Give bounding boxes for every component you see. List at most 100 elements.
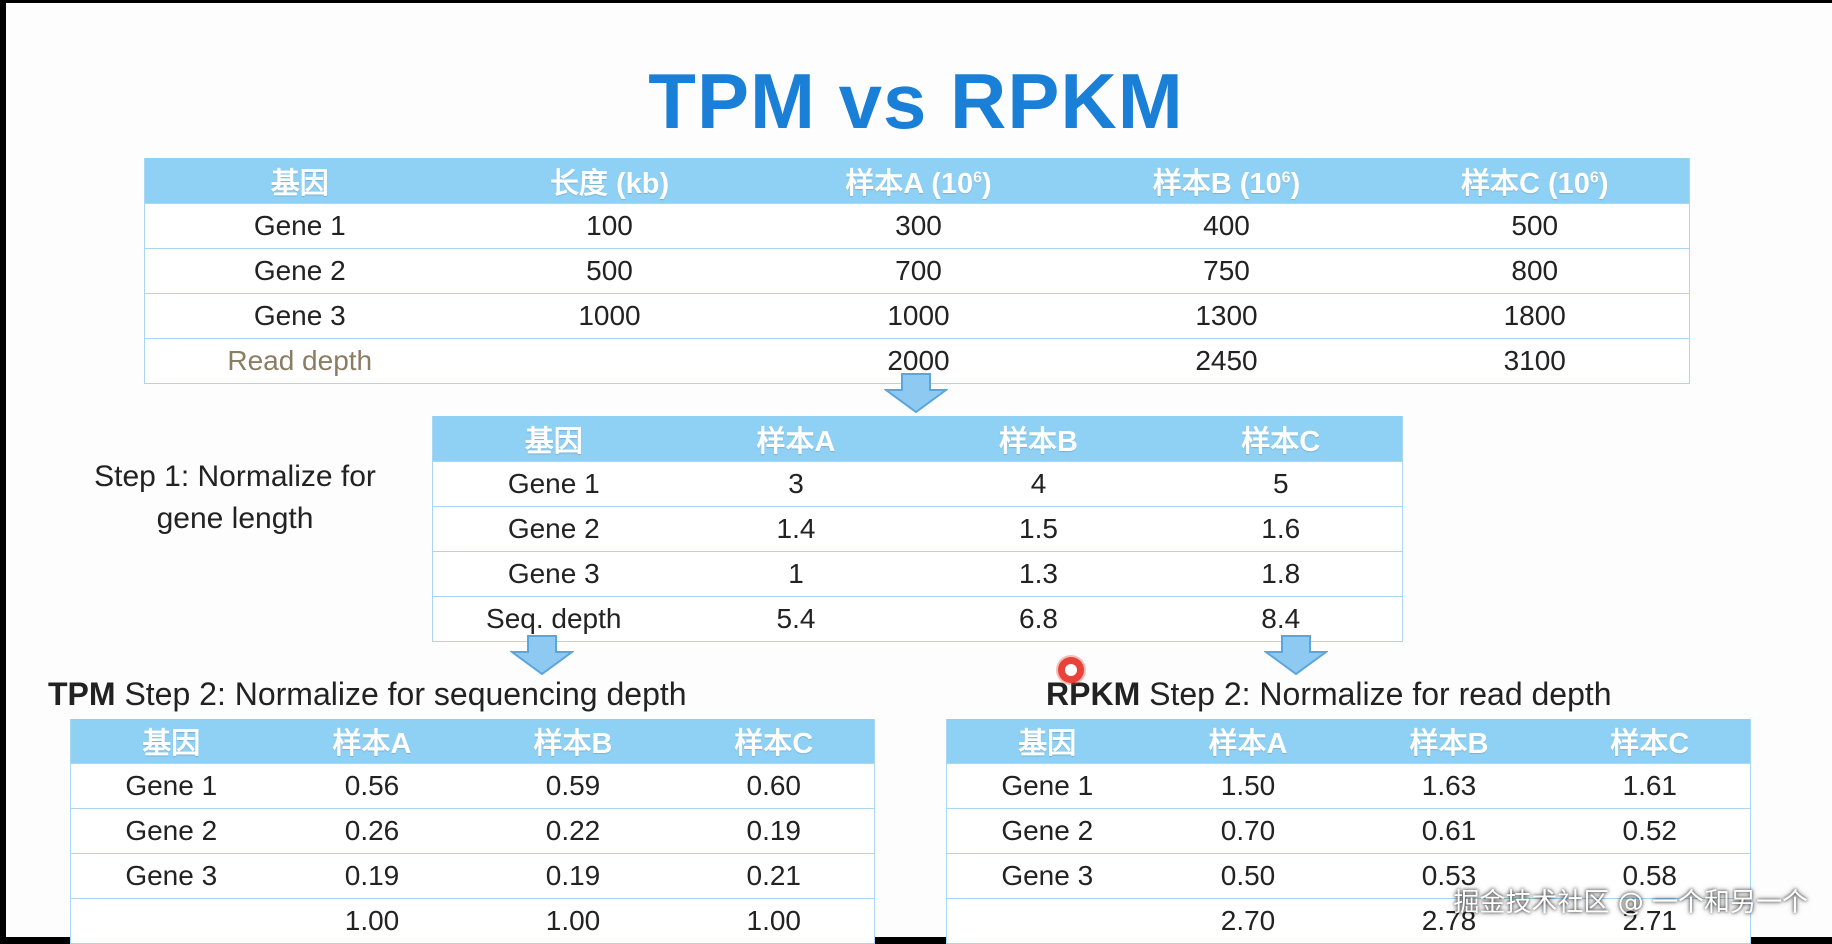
cell: 100 <box>454 203 765 249</box>
cell: 500 <box>454 248 765 294</box>
header-sample-a: 样本A <box>271 719 473 764</box>
header-gene: 基因 <box>432 416 675 462</box>
watermark: 掘金技术社区 @ 一个和另一个 <box>1453 888 1808 918</box>
table-header-row: 基因 样本A 样本B 样本C <box>432 416 1403 462</box>
table-row: Gene 1 0.56 0.59 0.60 <box>70 763 875 809</box>
cell: 0.53 <box>1348 853 1550 899</box>
header-sample-c: 样本C (106) <box>1380 158 1690 204</box>
read-depth-label: Read depth <box>144 338 455 384</box>
table-row: Gene 2 1.4 1.5 1.6 <box>432 506 1403 552</box>
table-row: Gene 3 1000 1000 1300 1800 <box>144 293 1690 339</box>
cell: Gene 3 <box>70 853 272 899</box>
cell: 3100 <box>1380 338 1690 384</box>
cell: 2.70 <box>1147 898 1349 944</box>
cell: 1300 <box>1072 293 1381 339</box>
slide-title: TPM vs RPKM <box>648 57 1184 145</box>
cell: 750 <box>1072 248 1381 294</box>
cell: 2450 <box>1072 338 1381 384</box>
cell: 0.19 <box>472 853 674 899</box>
cell: 0.58 <box>1549 853 1751 899</box>
table-row: Gene 2 0.26 0.22 0.19 <box>70 808 875 854</box>
cell: 0.61 <box>1348 808 1550 854</box>
tpm-heading-bold: TPM <box>48 676 116 712</box>
header-sample-b: 样本B <box>472 719 674 764</box>
cell: 1000 <box>764 293 1073 339</box>
rpkm-table: 基因 样本A 样本B 样本C Gene 1 1.50 1.63 1.61 Gen… <box>946 719 1751 944</box>
header-sample-c: 样本C <box>673 719 875 764</box>
step1-label-line2: gene length <box>156 502 314 535</box>
header-gene: 基因 <box>70 719 272 764</box>
rpkm-step2-heading: RPKM Step 2: Normalize for read depth <box>1046 676 1612 713</box>
header-sample-b: 样本B <box>917 416 1160 462</box>
cell: 0.56 <box>271 763 473 809</box>
table-header-row: 基因 长度 (kb) 样本A (106) 样本B (106) 样本C (106) <box>144 158 1690 204</box>
seq-depth-row: Seq. depth 5.4 6.8 8.4 <box>432 596 1403 642</box>
header-sample-a: 样本A <box>674 416 918 462</box>
cell: Gene 1 <box>144 203 455 249</box>
cell: 1.00 <box>673 898 875 944</box>
header-gene: 基因 <box>946 719 1148 764</box>
cell: Gene 3 <box>432 551 675 597</box>
header-gene: 基因 <box>144 158 455 204</box>
step1-length-normalized-table: 基因 样本A 样本B 样本C Gene 1 3 4 5 Gene 2 1.4 1… <box>432 416 1403 642</box>
cell: Gene 1 <box>70 763 272 809</box>
table-row: Gene 1 3 4 5 <box>432 461 1403 507</box>
tpm-heading-rest: Step 2: Normalize for sequencing depth <box>115 676 687 712</box>
cell: 0.22 <box>472 808 674 854</box>
cell: 1.5 <box>917 506 1160 552</box>
cell: 6.8 <box>917 596 1160 642</box>
cell: Gene 2 <box>70 808 272 854</box>
header-sample-b: 样本B (106) <box>1072 158 1381 204</box>
cell: Gene 2 <box>432 506 675 552</box>
step1-label: Step 1: Normalize for gene length <box>50 456 420 540</box>
table-header-row: 基因 样本A 样本B 样本C <box>70 719 875 764</box>
header-sample-a: 样本A <box>1147 719 1349 764</box>
down-arrow-icon <box>1264 635 1328 676</box>
cell: 700 <box>764 248 1073 294</box>
sum-row: 2.70 2.78 2.71 <box>946 898 1751 944</box>
table-row: Gene 1 1.50 1.63 1.61 <box>946 763 1751 809</box>
cell: 800 <box>1380 248 1690 294</box>
header-sample-b: 样本B <box>1348 719 1550 764</box>
table-row: Gene 2 0.70 0.61 0.52 <box>946 808 1751 854</box>
cell: 0.21 <box>673 853 875 899</box>
input-counts-table: 基因 长度 (kb) 样本A (106) 样本B (106) 样本C (106)… <box>144 158 1690 384</box>
cell: 300 <box>764 203 1073 249</box>
cell: 1.3 <box>917 551 1160 597</box>
sum-row: 1.00 1.00 1.00 <box>70 898 875 944</box>
tpm-step2-heading: TPM Step 2: Normalize for sequencing dep… <box>48 676 687 713</box>
cell: 8.4 <box>1159 596 1403 642</box>
cell: 400 <box>1072 203 1381 249</box>
cell: 1.4 <box>674 506 918 552</box>
rpkm-heading-rest: Step 2: Normalize for read depth <box>1140 676 1612 712</box>
down-arrow-icon <box>884 373 948 414</box>
cell: 1.00 <box>271 898 473 944</box>
cell: 0.19 <box>271 853 473 899</box>
cell: 1 <box>674 551 918 597</box>
cell: 0.52 <box>1549 808 1751 854</box>
tpm-table: 基因 样本A 样本B 样本C Gene 1 0.56 0.59 0.60 Gen… <box>70 719 875 944</box>
cell <box>454 338 765 384</box>
table-header-row: 基因 样本A 样本B 样本C <box>946 719 1751 764</box>
cell: Gene 2 <box>946 808 1148 854</box>
cell: 0.50 <box>1147 853 1349 899</box>
cell: Gene 3 <box>946 853 1148 899</box>
laser-pointer-icon <box>1058 657 1084 683</box>
cell <box>946 898 1148 944</box>
cell: 2.78 <box>1348 898 1550 944</box>
cell: 3 <box>674 461 918 507</box>
rpkm-heading-bold: RPKM <box>1046 676 1141 712</box>
cell: 0.19 <box>673 808 875 854</box>
seq-depth-label: Seq. depth <box>432 596 675 642</box>
header-sample-a: 样本A (106) <box>764 158 1073 204</box>
table-row: Gene 3 0.19 0.19 0.21 <box>70 853 875 899</box>
cell: Gene 2 <box>144 248 455 294</box>
cell: 1.6 <box>1159 506 1403 552</box>
cell: 5 <box>1159 461 1403 507</box>
cell: Gene 1 <box>432 461 675 507</box>
table-row: Gene 1 100 300 400 500 <box>144 203 1690 249</box>
table-row: Gene 2 500 700 750 800 <box>144 248 1690 294</box>
cell: 5.4 <box>674 596 918 642</box>
cell: 2.71 <box>1549 898 1751 944</box>
cell: Gene 1 <box>946 763 1148 809</box>
